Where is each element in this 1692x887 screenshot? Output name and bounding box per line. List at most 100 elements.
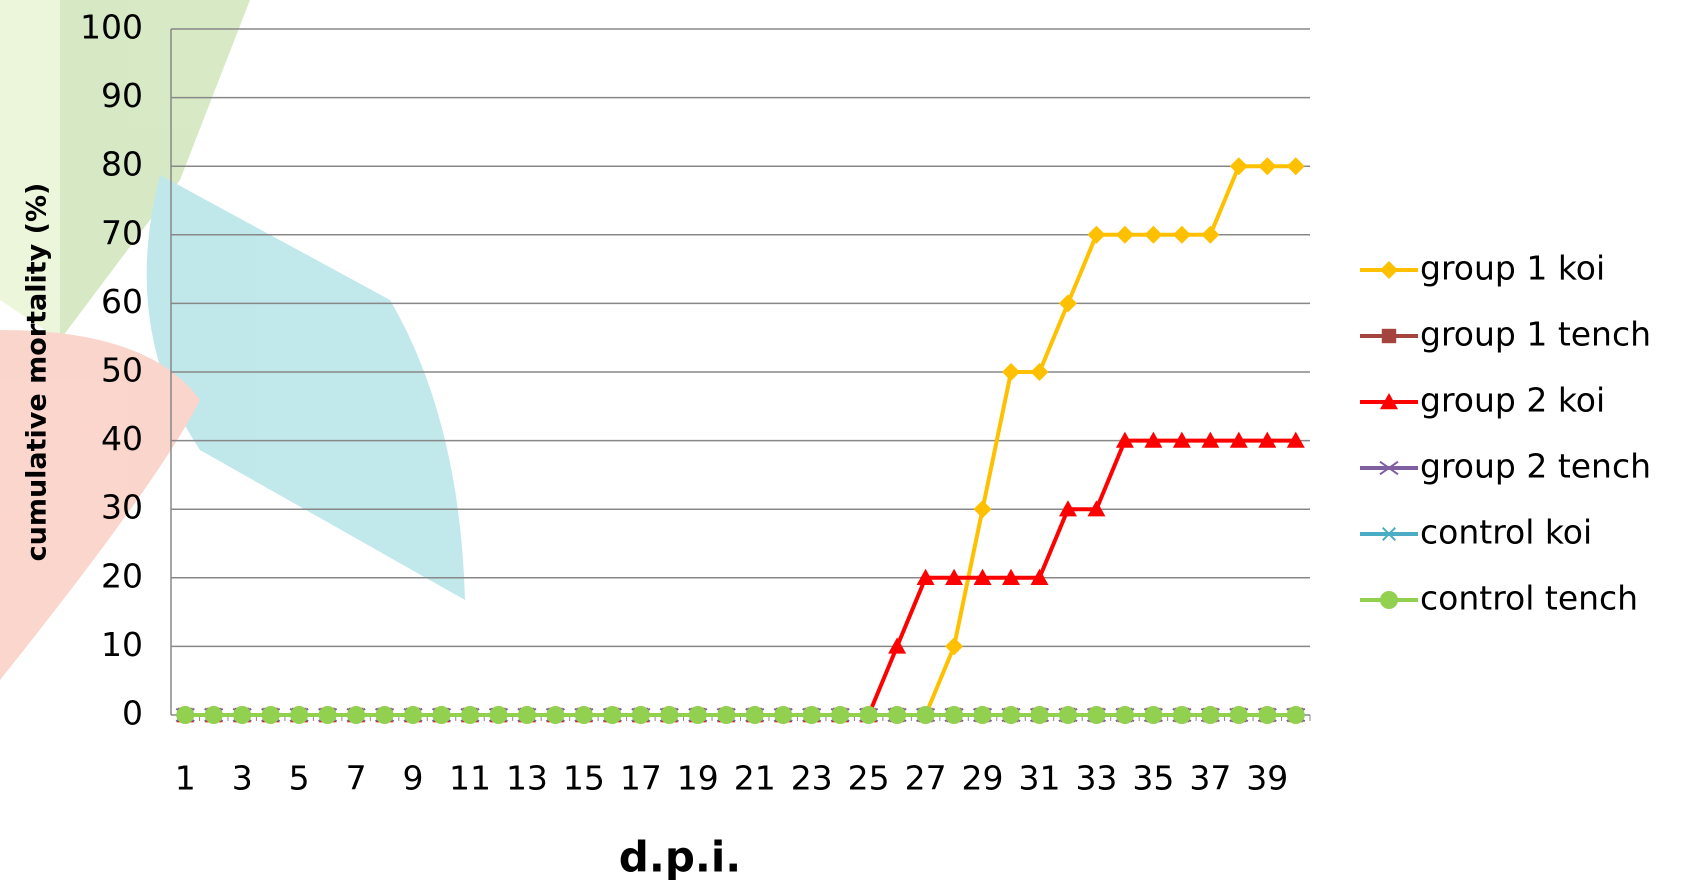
x-tick-label: 29	[962, 759, 1004, 798]
y-tick-label: 50	[101, 351, 143, 390]
x-tick-label: 11	[449, 759, 491, 798]
legend-label: group 1 koi	[1420, 249, 1605, 288]
data-point	[888, 637, 906, 653]
data-point	[1287, 157, 1305, 175]
data-point	[262, 706, 280, 724]
data-point	[176, 706, 194, 724]
data-point	[974, 500, 992, 518]
x-axis-title: d.p.i.	[619, 833, 741, 882]
y-tick-label: 20	[101, 556, 143, 595]
data-point	[404, 706, 422, 724]
legend-marker	[1380, 591, 1398, 609]
x-tick-label: 25	[848, 759, 890, 798]
x-tick-label: 9	[403, 759, 424, 798]
y-tick-label: 0	[122, 694, 143, 733]
x-tick-label: 37	[1189, 759, 1231, 798]
data-point	[1287, 706, 1305, 724]
x-tick-label: 13	[506, 759, 548, 798]
data-point	[974, 706, 992, 724]
data-point	[888, 706, 906, 724]
legend-marker	[1380, 528, 1398, 541]
data-point	[1030, 363, 1048, 381]
legend-label: group 1 tench	[1420, 315, 1651, 354]
legend-label: group 2 tench	[1420, 447, 1651, 486]
y-axis-title: cumulative mortality (%)	[22, 183, 53, 562]
data-point	[1002, 363, 1020, 381]
data-point	[1258, 157, 1276, 175]
x-tick-label: 17	[620, 759, 662, 798]
legend-marker	[1382, 329, 1396, 343]
x-tick-label: 7	[346, 759, 367, 798]
data-point	[945, 706, 963, 724]
data-point	[1144, 226, 1162, 244]
data-point	[945, 637, 963, 655]
y-tick-label: 80	[101, 145, 143, 184]
data-point	[689, 706, 707, 724]
x-tick-label: 19	[677, 759, 719, 798]
y-tick-label: 10	[101, 625, 143, 664]
y-tick-label: 70	[101, 213, 143, 252]
series: control tench	[176, 579, 1638, 725]
data-point	[1116, 706, 1134, 724]
data-point	[774, 706, 792, 724]
x-tick-label: 23	[791, 759, 833, 798]
data-point	[1059, 706, 1077, 724]
chart: d.p.i. cumulative mortality (%) 0 10 20 30 4…	[0, 0, 1692, 883]
data-point	[1002, 706, 1020, 724]
y-tick-label: 30	[101, 488, 143, 527]
x-tick-label: 35	[1132, 759, 1174, 798]
data-point	[489, 706, 507, 724]
data-point	[233, 706, 251, 724]
data-point	[632, 706, 650, 724]
data-point	[205, 706, 223, 724]
y-tick-label: 100	[80, 8, 143, 47]
data-point	[1173, 226, 1191, 244]
data-point	[1201, 706, 1219, 724]
data-point	[746, 706, 764, 724]
data-point	[1230, 706, 1248, 724]
data-point	[575, 706, 593, 724]
data-point	[1116, 226, 1134, 244]
data-point	[518, 706, 536, 724]
x-tick-label: 5	[289, 759, 310, 798]
x-tick-label: 21	[734, 759, 776, 798]
data-point	[860, 706, 878, 724]
x-tick-label: 3	[232, 759, 253, 798]
data-point	[1087, 226, 1105, 244]
page: {"chart_data": {"type": "line", "x_label…	[0, 0, 1692, 883]
data-point	[347, 706, 365, 724]
data-point	[1144, 706, 1162, 724]
data-point	[603, 706, 621, 724]
y-tick-label: 60	[101, 282, 143, 321]
legend-marker	[1380, 261, 1398, 279]
data-point	[917, 706, 935, 724]
data-point	[433, 706, 451, 724]
data-point	[1059, 294, 1077, 312]
legend-label: group 2 koi	[1420, 381, 1605, 420]
x-tick-label: 27	[905, 759, 947, 798]
legend-label: control koi	[1420, 513, 1592, 552]
data-point	[290, 706, 308, 724]
data-point	[803, 706, 821, 724]
x-tick-label: 39	[1246, 759, 1288, 798]
data-point	[546, 706, 564, 724]
y-tick-label: 90	[101, 76, 143, 115]
data-point	[1173, 706, 1191, 724]
x-tick-label: 15	[563, 759, 605, 798]
data-point	[1230, 157, 1248, 175]
legend-label: control tench	[1420, 579, 1638, 618]
data-point	[717, 706, 735, 724]
data-point	[831, 706, 849, 724]
data-point	[660, 706, 678, 724]
data-point	[1201, 226, 1219, 244]
data-point	[1087, 706, 1105, 724]
data-point	[376, 706, 394, 724]
x-tick-label: 1	[175, 759, 196, 798]
data-point	[319, 706, 337, 724]
y-tick-label: 40	[101, 419, 143, 458]
data-point	[1258, 706, 1276, 724]
data-point	[1030, 706, 1048, 724]
x-tick-label: 31	[1018, 759, 1060, 798]
x-tick-label: 33	[1075, 759, 1117, 798]
fish-shape	[147, 175, 465, 600]
